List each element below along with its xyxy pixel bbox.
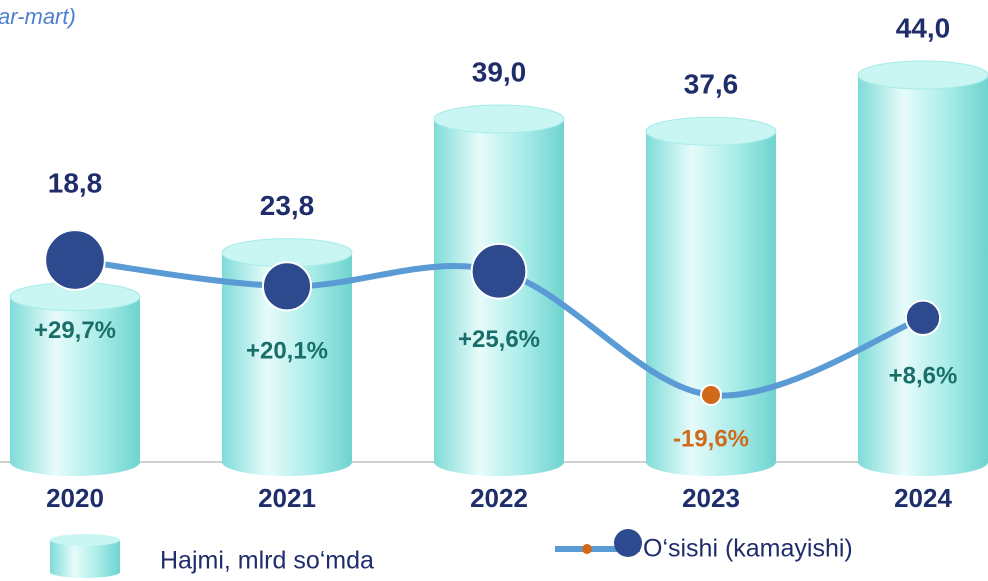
- year-label: 2022: [470, 483, 528, 513]
- year-label: 2023: [682, 483, 740, 513]
- value-label: 44,0: [896, 12, 951, 43]
- cylinder: [9, 282, 141, 476]
- growth-label: +25,6%: [458, 326, 540, 353]
- legend-bar-icon: [50, 540, 120, 578]
- growth-label: +8,6%: [889, 362, 958, 389]
- chart-title: ar-mart): [0, 4, 76, 29]
- legend-marker: [614, 529, 642, 557]
- cylinder-body: [646, 131, 776, 477]
- cylinder-body: [858, 75, 988, 476]
- cylinder: [645, 116, 777, 477]
- value-label: 23,8: [260, 190, 315, 221]
- legend-dot: [582, 544, 592, 554]
- growth-marker: [261, 261, 313, 312]
- year-label: 2024: [894, 483, 952, 513]
- year-label: 2020: [46, 483, 104, 513]
- cylinder-top: [645, 116, 777, 146]
- legend-label: Hajmi, mlrd so‘mda: [160, 547, 374, 575]
- value-label: 39,0: [472, 56, 527, 87]
- cylinder-top: [433, 104, 565, 134]
- growth-marker: [44, 229, 106, 291]
- growth-label: +29,7%: [34, 317, 116, 344]
- growth-label: +20,1%: [246, 338, 328, 365]
- value-label: 37,6: [684, 69, 739, 100]
- growth-marker: [470, 242, 528, 300]
- growth-label: -19,6%: [673, 425, 749, 452]
- legend-bar-top: [50, 534, 120, 546]
- growth-marker: [700, 384, 722, 406]
- year-label: 2021: [258, 483, 316, 513]
- cylinder-body: [10, 296, 140, 476]
- cylinder-top: [857, 60, 988, 90]
- legend-label: O‘sishi (kamayishi): [643, 535, 853, 563]
- growth-marker: [904, 299, 942, 336]
- value-label: 18,8: [48, 168, 103, 199]
- cylinder-body: [222, 252, 352, 476]
- cylinder: [857, 60, 988, 476]
